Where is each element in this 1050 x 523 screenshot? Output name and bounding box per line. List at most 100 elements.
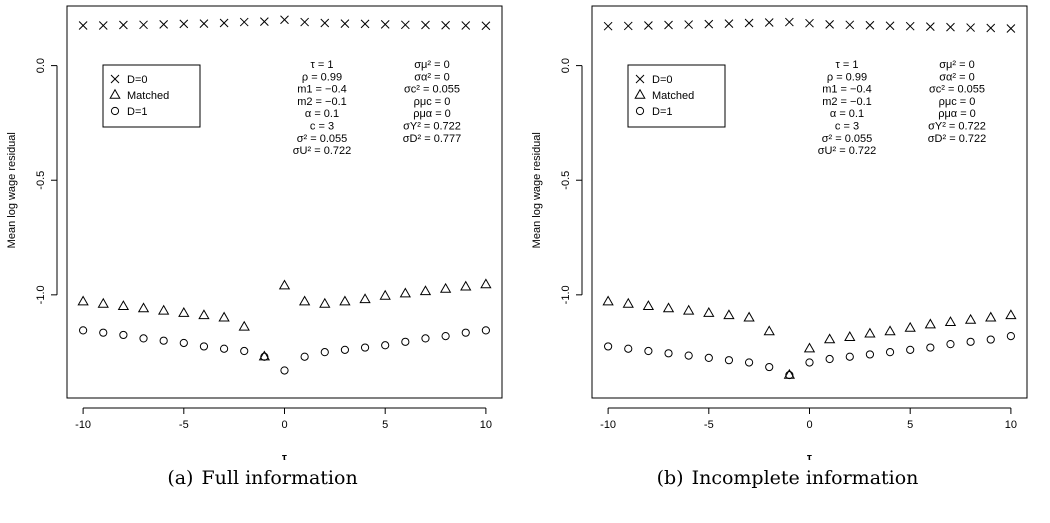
chart-a-legend: D=0 Matched D=1 <box>102 64 201 128</box>
chart-b-point <box>946 22 955 32</box>
chart-a-point <box>260 352 269 361</box>
chart-b-legend-label: D=1 <box>652 106 673 118</box>
chart-a-series-0 <box>78 15 491 31</box>
chart-a-x-axis: -10 -5 0 5 10 <box>75 407 492 431</box>
chart-b-y-axis-label: Mean log wage residual <box>531 132 543 248</box>
chart-b-point <box>823 333 836 344</box>
chart-a-y-axis-label: Mean log wage residual <box>6 132 18 248</box>
chart-a-point <box>401 337 410 346</box>
chart-a-x-tick-label: 5 <box>382 419 388 431</box>
chart-b-point <box>805 358 814 367</box>
chart-a-point <box>260 17 269 26</box>
chart-b-point <box>844 331 856 341</box>
chart-a-point <box>320 348 329 357</box>
chart-b-point <box>684 20 694 29</box>
chart-b-y-axis: 0.0 -0.5 -1.0 <box>560 58 583 304</box>
chart-b-point <box>603 21 613 31</box>
chart-a-point <box>439 282 452 293</box>
chart-b-point <box>662 302 675 313</box>
chart-b-point <box>966 23 975 32</box>
chart-a-point <box>300 17 309 27</box>
chart-b-param-left: m2 = −0.1 <box>822 96 872 108</box>
chart-a-y-axis: 0.0 -0.5 -1.0 <box>35 58 58 304</box>
chart-b-x-tick-label: -5 <box>704 419 714 431</box>
chart-a-point <box>139 334 148 343</box>
chart-b-legend: D=0 Matched D=1 <box>627 64 726 128</box>
chart-b-point <box>1005 309 1017 320</box>
chart-b-legend-marker <box>635 74 645 84</box>
chart-b-x-tick-label: -10 <box>600 419 616 431</box>
chart-b-x-axis: -10 -5 0 5 10 <box>600 407 1017 431</box>
chart-a-point <box>441 20 450 30</box>
chart-a-point <box>480 278 492 289</box>
chart-a-point <box>441 332 450 341</box>
chart-b-point <box>926 343 935 352</box>
chart-b-point <box>703 306 715 317</box>
chart-a-param-left: m1 = −0.4 <box>297 84 347 96</box>
chart-a-y-tick-label: 0.0 <box>35 58 47 73</box>
chart-b-point <box>644 21 653 30</box>
chart-b-point <box>825 19 834 29</box>
chart-b-point <box>885 21 895 31</box>
chart-a-point <box>139 20 148 30</box>
caption-a-text: Full information <box>201 467 358 489</box>
chart-a-legend-marker <box>110 106 120 116</box>
caption-b-text: Incomplete information <box>691 467 919 489</box>
chart-a-point <box>199 342 209 351</box>
chart-a-point <box>280 366 289 375</box>
chart-a-point <box>460 280 472 291</box>
chart-a-point <box>99 328 108 337</box>
chart-b-point <box>664 20 673 30</box>
chart-b-param-right: σα² = 0 <box>939 71 974 83</box>
chart-a-point <box>400 20 410 30</box>
chart-b-point <box>704 353 713 362</box>
chart-a-point <box>360 19 370 29</box>
chart-a-point <box>198 309 210 320</box>
chart-b-x-axis-label: τ <box>807 452 812 460</box>
chart-b-point <box>986 23 996 33</box>
chart-b-point <box>904 321 916 332</box>
chart-a-point <box>381 341 390 350</box>
chart-a-point <box>178 306 190 317</box>
chart-b-point <box>724 19 734 29</box>
chart-b-point <box>764 18 774 27</box>
chart-a-legend-label: D=1 <box>127 106 148 118</box>
chart-b-param-left: σU² = 0.722 <box>818 145 876 157</box>
chart-b-point <box>924 318 936 329</box>
chart-b-param-left: ρ = 0.99 <box>827 71 867 83</box>
chart-a-series-2 <box>79 326 490 375</box>
chart-b-point <box>644 346 653 356</box>
chart-b-point <box>803 342 816 353</box>
chart-b-point <box>865 20 875 30</box>
chart-a-point <box>159 336 168 345</box>
caption-b-label: (b) <box>656 467 684 489</box>
chart-b-x-tick-label: 10 <box>1005 419 1017 431</box>
chart-b-point <box>944 316 957 327</box>
chart-b-point <box>642 300 655 311</box>
chart-b-point <box>744 358 754 367</box>
chart-a-legend-label: Matched <box>127 90 169 102</box>
chart-b-param-left: σ² = 0.055 <box>822 133 873 145</box>
chart-a-y-tick-label: -1.0 <box>35 285 47 304</box>
chart-a-x-tick-label: -10 <box>75 419 91 431</box>
chart-a-param-right: σc² = 0.055 <box>404 84 460 96</box>
chart-b-y-tick-label: 0.0 <box>560 58 572 73</box>
chart-a-legend-marker <box>110 74 120 84</box>
chart-a-param-left: σU² = 0.722 <box>293 145 351 157</box>
chart-a-point <box>421 20 430 30</box>
chart-b-point <box>905 21 915 31</box>
chart-b-point <box>724 356 734 365</box>
chart-b-param-right: σc² = 0.055 <box>929 84 985 96</box>
chart-b-param-left: c = 3 <box>835 121 859 133</box>
chart-b-point <box>825 354 834 364</box>
chart-b-point <box>622 297 634 308</box>
chart-a-series-1 <box>77 278 492 361</box>
chart-a-point <box>340 345 350 354</box>
chart-b-point <box>744 18 754 28</box>
chart-a-x-tick-label: 10 <box>480 419 492 431</box>
chart-b-point <box>664 349 673 358</box>
chart-b-plot-frame <box>591 5 1028 399</box>
chart-a-point <box>280 15 289 25</box>
chart-b-point <box>623 21 633 31</box>
